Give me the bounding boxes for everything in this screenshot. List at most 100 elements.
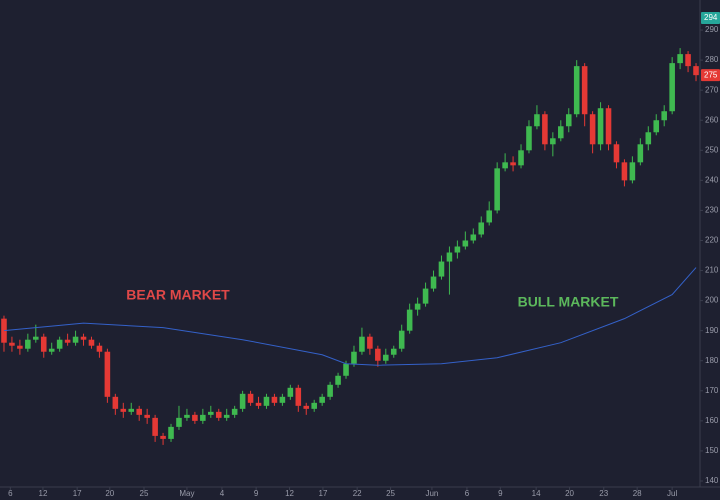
price-tag-label: 275 bbox=[704, 70, 718, 79]
y-tick-label: 140 bbox=[705, 476, 719, 485]
candle-body bbox=[414, 303, 421, 310]
candle-body bbox=[303, 405, 310, 409]
candle-body bbox=[677, 54, 683, 64]
candle-body bbox=[661, 111, 667, 121]
candle-body bbox=[239, 393, 246, 409]
candle-body bbox=[192, 414, 198, 421]
candle-body bbox=[263, 396, 270, 406]
candle-body bbox=[208, 411, 214, 415]
candle-body bbox=[279, 396, 286, 403]
candle-body bbox=[247, 393, 254, 403]
candle-body bbox=[597, 108, 604, 145]
candle-body bbox=[17, 345, 23, 349]
candle-body bbox=[144, 414, 150, 418]
price-tag-label: 294 bbox=[704, 13, 718, 22]
candle-body bbox=[390, 348, 397, 355]
x-tick-label: 9 bbox=[254, 489, 259, 498]
candle-body bbox=[64, 339, 71, 343]
y-tick-label: 260 bbox=[705, 115, 719, 124]
candle-body bbox=[669, 63, 675, 112]
y-tick-label: 270 bbox=[705, 85, 719, 94]
candle-body bbox=[168, 426, 174, 439]
annotation: BULL MARKET bbox=[518, 294, 619, 310]
candle-body bbox=[72, 336, 79, 343]
candle-body bbox=[255, 402, 262, 406]
y-tick-label: 190 bbox=[705, 326, 719, 335]
price-tag bbox=[701, 69, 720, 82]
x-tick-label: 20 bbox=[565, 489, 574, 498]
candle-body bbox=[48, 348, 55, 352]
candle-body bbox=[621, 162, 628, 181]
candle-body bbox=[295, 387, 302, 406]
candle-body bbox=[335, 375, 341, 385]
candle-body bbox=[383, 354, 389, 361]
candle-body bbox=[581, 66, 588, 115]
candle-body bbox=[494, 168, 500, 211]
moving-average bbox=[3, 267, 697, 366]
x-tick-label: 28 bbox=[633, 489, 642, 498]
y-tick-label: 160 bbox=[705, 416, 719, 425]
x-tick-label: 9 bbox=[498, 489, 503, 498]
y-tick-label: 280 bbox=[705, 55, 719, 64]
candle-body bbox=[152, 417, 158, 436]
candle-body bbox=[9, 342, 15, 346]
candle-body bbox=[271, 396, 278, 403]
candle-body bbox=[56, 339, 63, 349]
candle-body bbox=[351, 351, 357, 364]
y-tick-label: 220 bbox=[705, 236, 719, 245]
candle-body bbox=[550, 138, 556, 145]
candle-body bbox=[287, 387, 294, 397]
candle-body bbox=[88, 339, 95, 346]
y-tick-label: 210 bbox=[705, 266, 719, 275]
candle-body bbox=[112, 396, 119, 409]
candle-body bbox=[438, 261, 445, 277]
x-tick-label: 4 bbox=[220, 489, 225, 498]
candle-body bbox=[367, 336, 373, 349]
x-tick-label: 14 bbox=[532, 489, 541, 498]
x-tick-label: 17 bbox=[319, 489, 328, 498]
candle-body bbox=[526, 126, 532, 151]
candle-body bbox=[120, 408, 127, 412]
y-tick-label: 240 bbox=[705, 175, 719, 184]
x-tick-label: May bbox=[179, 489, 194, 498]
x-tick-label: 12 bbox=[39, 489, 48, 498]
y-tick-label: 290 bbox=[705, 25, 719, 34]
y-tick-label: 230 bbox=[705, 206, 719, 215]
candle-body bbox=[1, 318, 7, 343]
candle-body bbox=[693, 66, 699, 76]
candle-body bbox=[422, 288, 429, 304]
candle-body bbox=[534, 114, 540, 127]
candle-body bbox=[215, 411, 222, 418]
candle-body bbox=[685, 54, 691, 67]
candle-body bbox=[160, 435, 166, 439]
candle-body bbox=[565, 114, 572, 127]
candle-body bbox=[359, 336, 365, 352]
candle-body bbox=[502, 162, 508, 169]
candle-body bbox=[200, 414, 206, 421]
x-tick-label: 12 bbox=[285, 489, 294, 498]
candle-body bbox=[231, 408, 238, 415]
y-tick-label: 250 bbox=[705, 145, 719, 154]
x-tick-label: 6 bbox=[465, 489, 470, 498]
y-tick-label: 170 bbox=[705, 386, 719, 395]
candle-body bbox=[33, 336, 39, 340]
candle-body bbox=[343, 363, 349, 376]
candle-body bbox=[327, 384, 333, 397]
x-tick-label: 17 bbox=[73, 489, 82, 498]
candle-body bbox=[605, 108, 612, 145]
candle-body bbox=[542, 114, 548, 145]
candle-body bbox=[184, 414, 190, 418]
candle-body bbox=[311, 402, 317, 409]
candle-body bbox=[470, 234, 477, 241]
candle-body bbox=[128, 408, 135, 412]
candle-body bbox=[645, 132, 652, 145]
x-tick-label: Jul bbox=[667, 489, 677, 498]
price-tag bbox=[701, 12, 720, 25]
candle-body bbox=[25, 339, 31, 349]
candle-body bbox=[40, 336, 47, 352]
candle-body bbox=[104, 351, 111, 397]
candle-body bbox=[613, 144, 620, 163]
candle-body bbox=[589, 114, 596, 145]
